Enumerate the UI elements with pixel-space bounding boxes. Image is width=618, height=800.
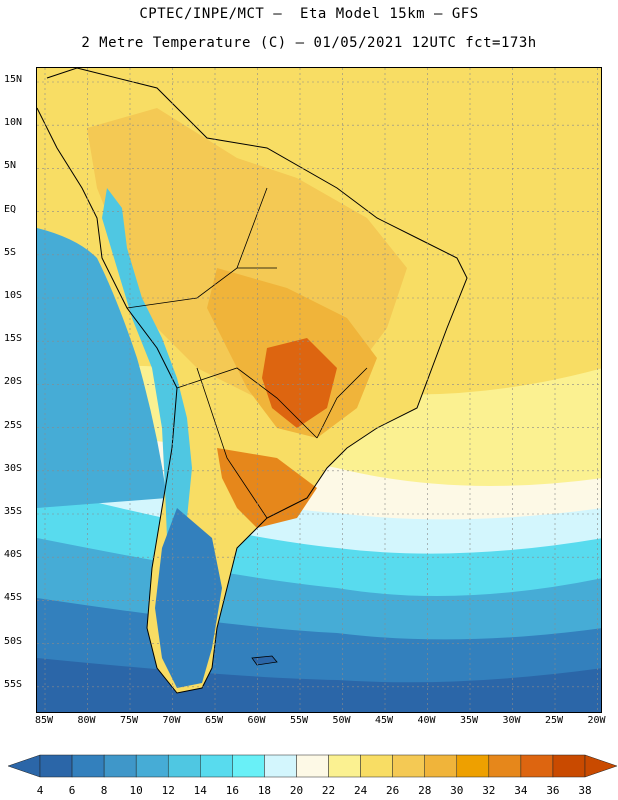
colorbar-swatch [488,754,522,778]
lat-label: 30S [4,462,23,474]
colorbar-under-arrow [7,754,41,778]
colorbar-swatch [200,754,233,778]
colorbar-tick-label: 30 [450,784,464,797]
colorbar-tick-label: 4 [36,784,44,797]
colorbar-swatch [360,754,393,778]
pacific-cool-strip [37,228,167,508]
southern-cone-warm-zone [217,448,317,528]
colorbar-swatch [264,754,297,778]
andes-cool-strip [102,188,192,548]
colorbar-tick-label: 14 [193,784,207,797]
map-canvas [37,68,601,712]
country-borders [126,187,368,519]
colorbar-tick-label: 8 [100,784,108,797]
colorbar-tick-label: 24 [353,784,368,797]
lon-label: 50W [332,715,351,726]
lon-label: 45W [374,715,394,726]
colorbar-tick-label: 26 [386,784,400,797]
lat-label: 35S [4,506,23,517]
lon-label: 80W [77,715,96,726]
lat-label: 50S [4,635,23,647]
colorbar-tick-label: 18 [257,784,272,797]
lat-lon-grid [37,68,601,712]
colorbar-swatch [167,754,201,778]
lon-label: 40W [417,715,436,726]
lat-label: 20S [4,376,23,388]
colorbar-tick-label: 32 [482,784,496,797]
lat-label: 40S [4,549,23,561]
colorbar-tick-label: 38 [578,784,592,797]
lat-label: 15N [4,74,23,85]
colorbar-tick-label: 10 [129,784,143,797]
colorbar-swatch [456,754,490,778]
lon-label: 25W [544,715,564,726]
colorbar-swatch [135,754,169,778]
colorbar-over-arrow [584,754,618,778]
lon-label: 65W [204,715,224,726]
lon-label: 75W [119,715,139,726]
coastline [37,68,468,694]
colorbar-swatch [39,754,73,778]
temperature-colorbar [7,754,618,778]
colorbar-tick-label: 36 [546,784,560,797]
colorbar-tick-label: 16 [225,784,239,797]
patagonia-cold-zone [155,508,222,688]
lon-label: 55W [289,715,309,726]
lat-label: 15S [4,333,23,345]
colorbar-swatch [520,754,554,778]
colorbar-swatch [328,754,361,778]
colorbar-tick-label: 6 [68,784,76,797]
colorbar-tick-label: 34 [514,784,528,797]
colorbar-tick-label: 22 [321,784,336,797]
lat-label: 25S [4,419,23,431]
colorbar-swatch [232,754,265,778]
colorbar-swatch [296,754,329,778]
temperature-map[interactable] [36,67,602,713]
lon-label: 30W [502,715,521,726]
lon-label: 35W [459,715,479,726]
colorbar-swatch [424,754,458,778]
lon-label: 20W [587,715,606,726]
colorbar-tick-label: 20 [289,784,304,797]
colorbar-tick-label: 28 [418,784,432,797]
colorbar-swatch [392,754,425,778]
falkland-islands [251,655,278,666]
lat-label: 55S [4,678,23,690]
lat-label: 45S [4,592,23,604]
colorbar-swatch [71,754,105,778]
colorbar-swatch [103,754,137,778]
map-title-line1: CPTEC/INPE/MCT – Eta Model 15km – GFS [139,6,479,22]
colorbar-tick-label: 12 [161,784,175,797]
lat-label: 5S [4,246,17,258]
colorbar-swatch [552,754,586,778]
lat-label: 10N [4,117,23,129]
lon-label: 70W [162,715,181,726]
map-title-line2: 2 Metre Temperature (C) – 01/05/2021 12U… [81,35,537,51]
lat-label: 10S [4,290,23,301]
lon-label: 60W [247,715,266,726]
mato-grosso-hottest-zone [262,338,337,428]
lat-label: EQ [4,203,17,215]
lon-label: 85W [34,715,54,726]
lat-label: 5N [4,160,17,172]
